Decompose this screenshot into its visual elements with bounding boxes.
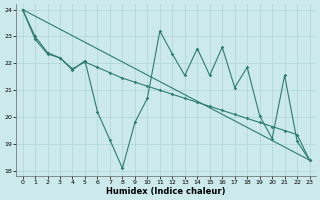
- X-axis label: Humidex (Indice chaleur): Humidex (Indice chaleur): [106, 187, 226, 196]
